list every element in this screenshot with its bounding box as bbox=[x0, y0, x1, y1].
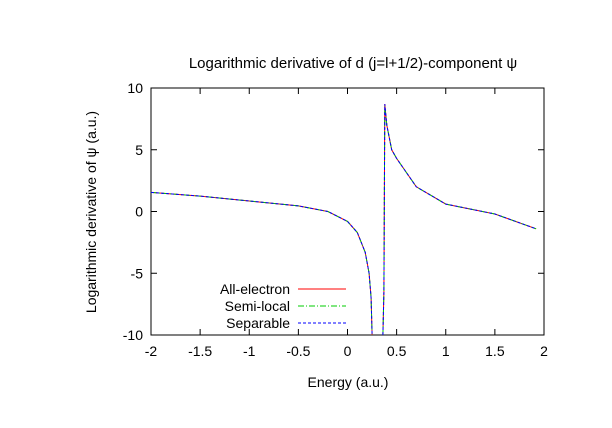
y-tick-label: -5 bbox=[131, 265, 144, 281]
x-tick-label: 0.5 bbox=[387, 343, 407, 359]
y-tick-label: 5 bbox=[135, 142, 143, 158]
plot-frame bbox=[150, 87, 545, 336]
x-tick-label: 1 bbox=[442, 343, 450, 359]
x-tick-label: -2 bbox=[145, 343, 158, 359]
legend-label: All-electron bbox=[220, 281, 290, 297]
y-tick-label: -10 bbox=[123, 327, 143, 343]
x-tick-label: -0.5 bbox=[286, 343, 310, 359]
x-tick-label: -1 bbox=[243, 343, 256, 359]
x-tick-label: 0 bbox=[344, 343, 352, 359]
y-tick-label: 0 bbox=[135, 204, 143, 220]
x-tick-label: 1.5 bbox=[485, 343, 505, 359]
x-tick-label: -1.5 bbox=[188, 343, 212, 359]
x-tick-label: 2 bbox=[540, 343, 548, 359]
chart-title: Logarithmic derivative of d (j=l+1/2)-co… bbox=[189, 55, 517, 72]
y-tick-label: 10 bbox=[127, 80, 143, 96]
series-line-separable bbox=[150, 104, 537, 336]
x-axis-label: Energy (a.u.) bbox=[308, 374, 389, 390]
legend-label: Separable bbox=[226, 315, 290, 331]
y-axis-label: Logarithmic derivative of ψ (a.u.) bbox=[83, 111, 99, 313]
legend-label: Semi-local bbox=[225, 298, 290, 314]
series-line-semi-local bbox=[150, 106, 537, 336]
